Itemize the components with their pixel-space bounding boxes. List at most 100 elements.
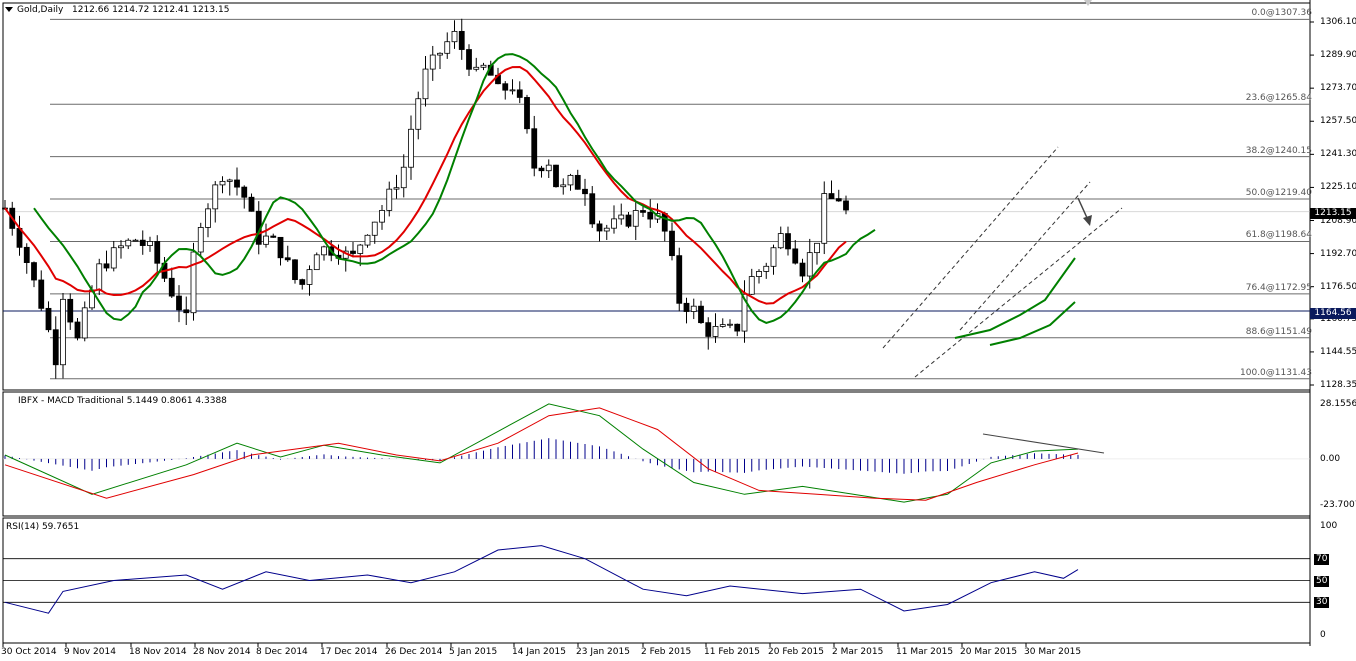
macd-signal-line — [4, 407, 1079, 501]
candle-body — [806, 252, 813, 277]
candle-body — [596, 223, 603, 232]
date-tick-label: 11 Feb 2015 — [704, 647, 761, 657]
candle-body — [669, 230, 675, 257]
candle-body — [67, 298, 74, 323]
macd-divergence-line — [982, 433, 1105, 454]
candle-body — [234, 179, 240, 188]
chart-shift-marker-icon[interactable] — [1084, 0, 1092, 6]
candle-body — [553, 164, 559, 188]
date-tick-label: 2 Feb 2015 — [641, 647, 692, 657]
candle-body — [371, 221, 378, 236]
candle-body — [400, 166, 407, 189]
candle-body — [248, 196, 255, 212]
rsi-pane — [3, 545, 1310, 614]
candle-body — [132, 239, 139, 242]
date-tick-label: 30 Mar 2015 — [1024, 647, 1082, 657]
candle-body — [437, 52, 443, 56]
candle-body — [661, 213, 668, 232]
date-tick-label: 28 Nov 2014 — [193, 647, 251, 657]
candle-body — [647, 211, 654, 220]
candle-body — [611, 218, 617, 229]
candle-body — [103, 263, 110, 269]
macd-tick-label: 28.1556 — [1320, 398, 1356, 409]
candle-body — [321, 246, 327, 256]
candle-body — [118, 245, 124, 249]
candle-body — [792, 248, 799, 264]
candle-body — [763, 265, 770, 272]
candle-body — [125, 239, 132, 247]
date-tick-label: 5 Jan 2015 — [449, 647, 498, 657]
rsi-line — [4, 545, 1079, 614]
candle-body — [190, 251, 197, 314]
candle-body — [183, 309, 190, 314]
candle-body — [480, 64, 487, 68]
candle-body — [516, 89, 523, 98]
candle-body — [45, 307, 52, 331]
candle-body — [843, 200, 849, 211]
candle-body — [386, 188, 393, 211]
candle-body — [618, 214, 625, 220]
rsi-tick-label: 50 — [1314, 575, 1330, 587]
fib-label: 0.0@1307.36 — [1251, 8, 1312, 19]
candle-body — [176, 295, 182, 311]
candle-body — [23, 246, 30, 263]
candle-body — [60, 298, 66, 366]
candle-body — [52, 329, 59, 366]
candle-body — [219, 180, 226, 186]
candle-body — [814, 242, 820, 254]
candle-body — [241, 186, 248, 198]
candle-body — [473, 66, 480, 70]
price-tick-label: 1273.70 — [1320, 83, 1356, 94]
candle-body — [226, 179, 233, 182]
date-tick-label: 20 Mar 2015 — [960, 647, 1018, 657]
rsi-tick-label: 70 — [1314, 553, 1330, 565]
chart-ohlc: 1212.66 1214.72 1212.41 1213.15 — [72, 5, 230, 15]
macd-main-line — [4, 403, 1079, 503]
candle-body — [408, 128, 414, 168]
candle-body — [306, 269, 313, 285]
trend-channel-drawings — [882, 146, 1123, 378]
candle-body — [756, 271, 762, 277]
candle-body — [451, 30, 458, 43]
candle-body — [640, 210, 646, 213]
symbol-dropdown-icon[interactable] — [5, 7, 13, 12]
candle-body — [683, 302, 690, 312]
moving-average-lines — [4, 53, 1076, 346]
fib-label: 50.0@1219.40 — [1245, 188, 1312, 199]
candle-body — [38, 279, 45, 309]
price-tick-label: 1144.55 — [1320, 346, 1356, 357]
candle-body — [719, 324, 726, 327]
candle-body — [263, 235, 269, 245]
price-tick-label: 1176.50 — [1320, 281, 1356, 292]
candle-body — [81, 307, 88, 339]
candle-body — [676, 255, 683, 304]
candle-body — [574, 174, 581, 190]
date-tick-label: 17 Dec 2014 — [320, 647, 378, 657]
macd-tick-label: -23.7007 — [1320, 500, 1356, 511]
candle-body — [741, 293, 748, 332]
pane-border — [2, 2, 1311, 391]
rsi-tick-label: 100 — [1320, 521, 1338, 531]
candle-body — [154, 241, 161, 264]
price-tick-label: 1208.90 — [1320, 215, 1356, 226]
candle-body — [799, 262, 806, 277]
candlestick-series — [2, 18, 849, 379]
horizontal-line-price-tag: 1164.56 — [1310, 308, 1356, 319]
price-tick-label: 1241.30 — [1320, 149, 1356, 160]
fib-label: 61.8@1198.64 — [1245, 230, 1312, 241]
candle-body — [444, 41, 451, 54]
date-tick-label: 26 Dec 2014 — [385, 647, 443, 657]
price-tick-label: 1289.90 — [1320, 50, 1356, 61]
candle-body — [690, 305, 697, 312]
macd-title: IBFX - MACD Traditional 5.1449 0.8061 4.… — [18, 396, 227, 406]
fib-label: 38.2@1240.15 — [1245, 145, 1312, 156]
price-tick-label: 1225.10 — [1320, 182, 1356, 193]
candle-body — [785, 233, 791, 250]
candle-body — [168, 277, 175, 297]
candle-body — [727, 323, 733, 326]
candle-body — [560, 184, 567, 188]
candle-body — [466, 49, 472, 70]
candle-body — [603, 227, 610, 232]
chart-symbol: Gold,Daily — [17, 5, 64, 15]
